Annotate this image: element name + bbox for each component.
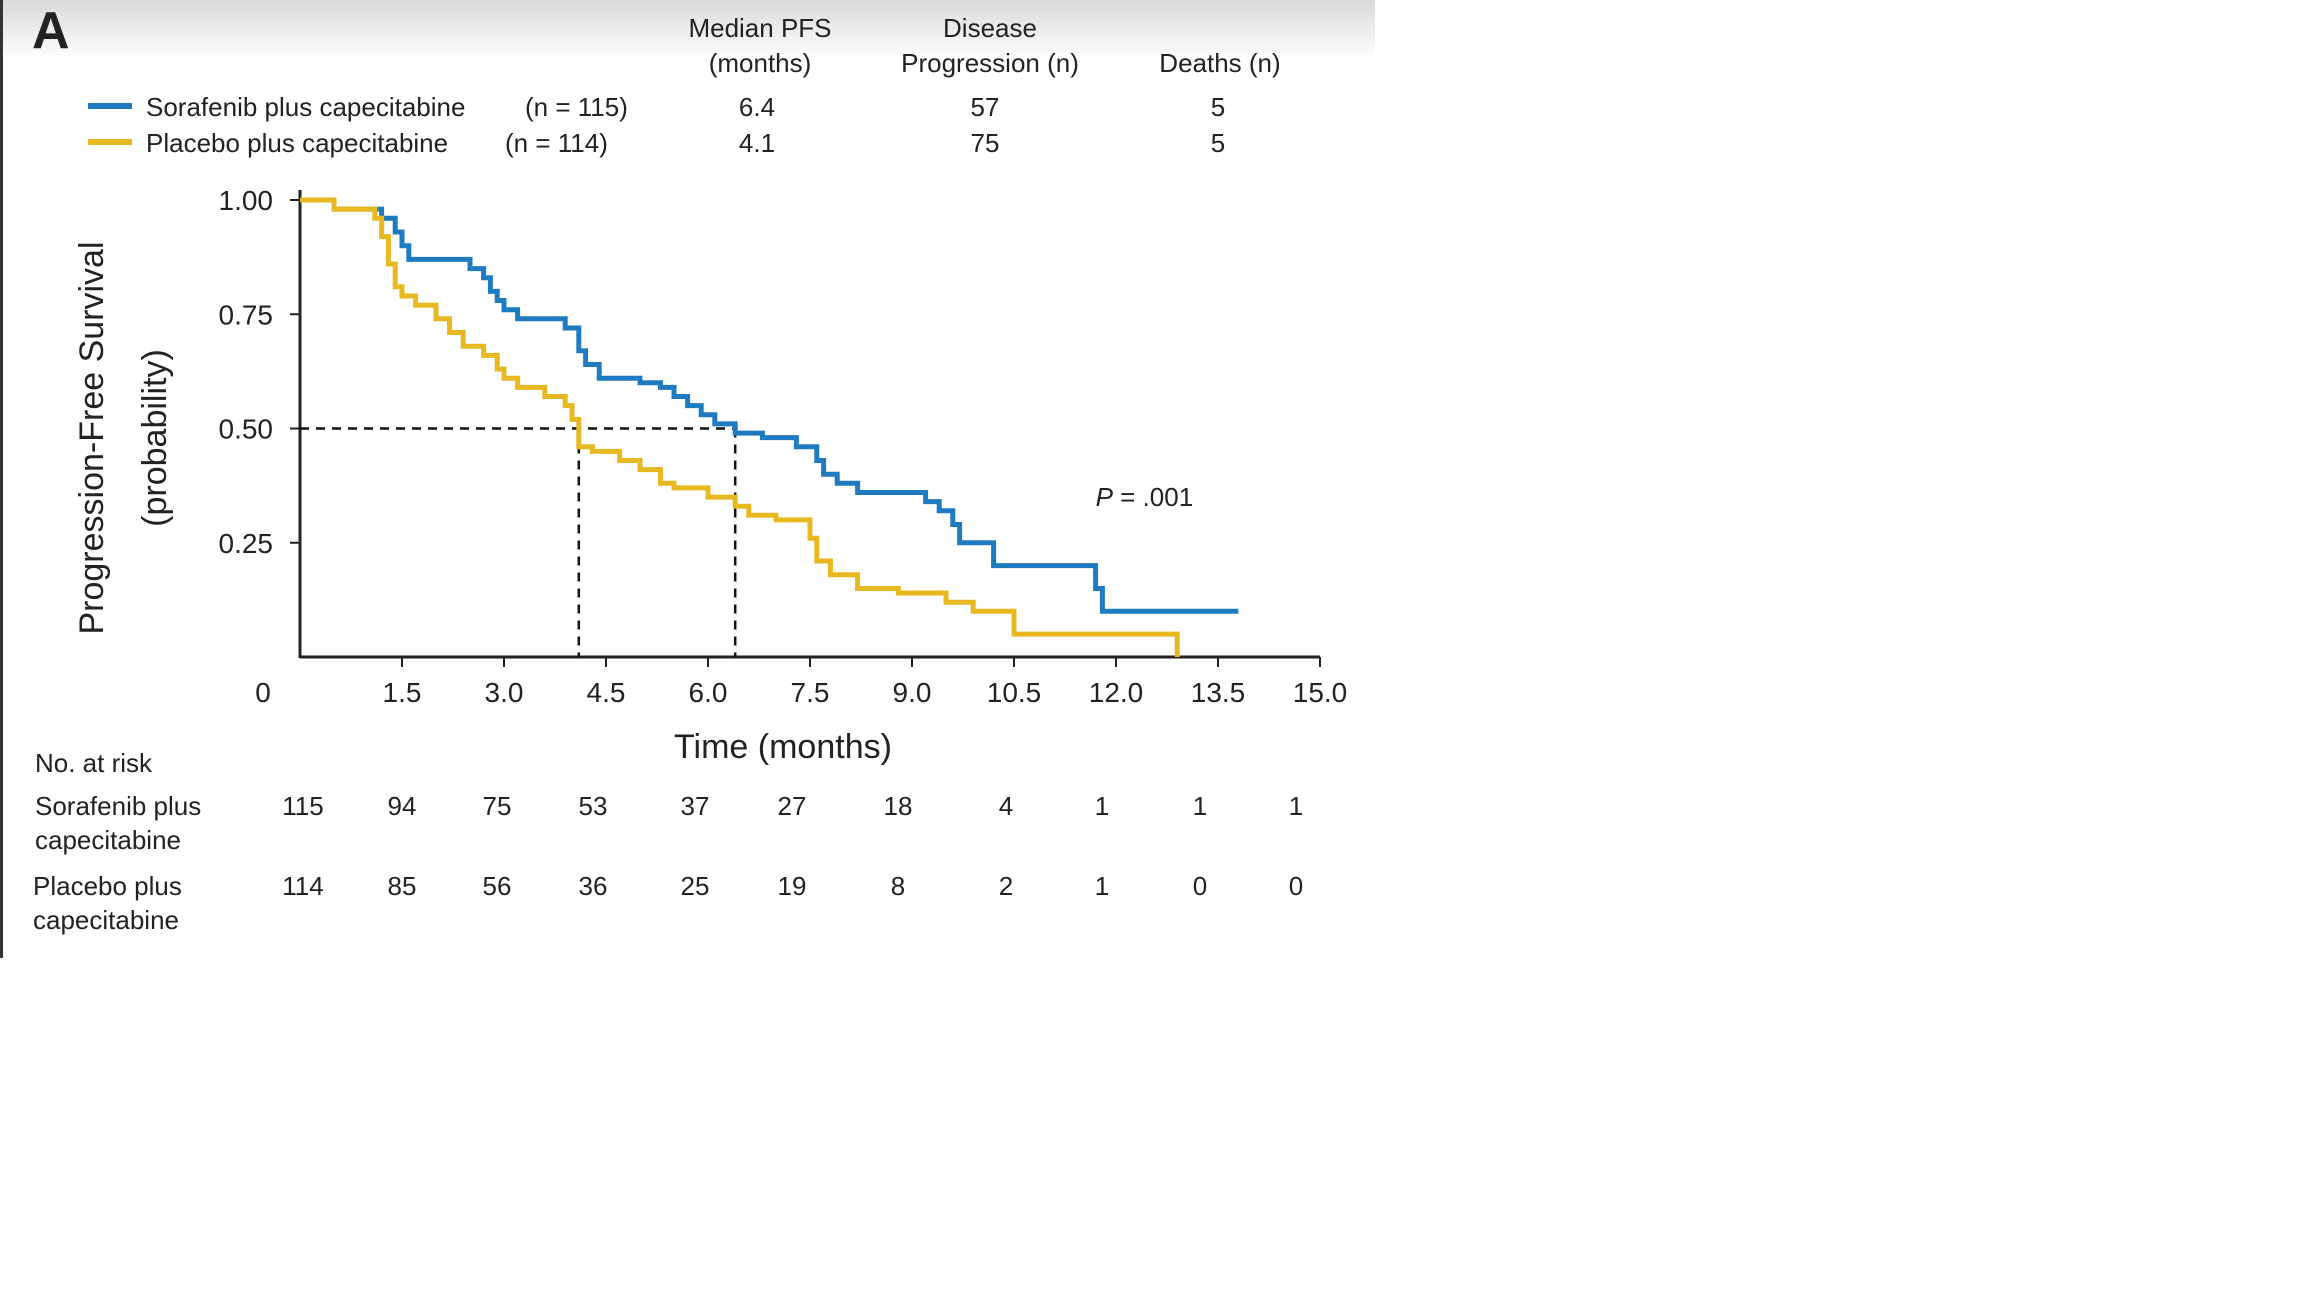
- cell-deaths-sorafenib: 5: [1211, 92, 1225, 122]
- legend-n-sorafenib: (n = 115): [525, 92, 628, 122]
- risk-value: 114: [282, 871, 323, 901]
- p-value-annotation: P = .001: [1096, 482, 1194, 512]
- risk-values: 115 94 75 53 37 27 18 4 1 1 1 114 85 56 36 25 19 8 2 1 0 0: [282, 791, 1303, 901]
- col-header-progression-1: Disease: [943, 13, 1037, 43]
- y-axis-title-line2: (probability): [136, 349, 174, 527]
- x-tick-label: 3.0: [485, 677, 524, 708]
- x-tick-label: 15.0: [1293, 677, 1348, 708]
- cell-median-sorafenib: 6.4: [739, 92, 775, 122]
- left-border: [0, 0, 3, 958]
- legend-n-placebo: (n = 114): [505, 128, 608, 158]
- km-curve-sorafenib: [300, 197, 1239, 614]
- risk-value: 27: [778, 791, 807, 821]
- risk-value: 8: [891, 871, 905, 901]
- x-axis-title: Time (months): [674, 728, 892, 766]
- risk-value: 37: [681, 791, 710, 821]
- risk-value: 4: [999, 791, 1013, 821]
- risk-row-label-sorafenib-1: Sorafenib plus: [35, 791, 201, 821]
- risk-value: 1: [1095, 871, 1109, 901]
- risk-value: 115: [282, 791, 323, 821]
- cell-progression-sorafenib: 57: [971, 92, 1000, 122]
- x-tick-label: 0: [255, 677, 271, 708]
- risk-value: 56: [483, 871, 512, 901]
- risk-value: 2: [999, 871, 1013, 901]
- y-axis-title-line1: Progression-Free Survival: [73, 241, 111, 634]
- legend-label-sorafenib: Sorafenib plus capecitabine: [146, 92, 465, 122]
- x-tick-label: 10.5: [987, 677, 1042, 708]
- risk-row-label-sorafenib-2: capecitabine: [35, 825, 181, 855]
- risk-row-label-placebo-2: capecitabine: [33, 905, 179, 935]
- risk-value: 53: [579, 791, 608, 821]
- x-tick-label: 1.5: [383, 677, 422, 708]
- risk-value: 75: [483, 791, 512, 821]
- cell-median-placebo: 4.1: [739, 128, 775, 158]
- risk-value: 19: [778, 871, 807, 901]
- risk-value: 94: [388, 791, 417, 821]
- km-curve-placebo: [300, 197, 1180, 657]
- plot-area: 0 1.5 3.0 4.5 6.0 7.5 9.0 10.5 12.0 13.5 15.0 1.00 0…: [219, 185, 1348, 708]
- risk-row-label-placebo-1: Placebo plus: [33, 871, 182, 901]
- y-tick-label: 0.75: [219, 299, 274, 330]
- col-header-median-pfs-1: Median PFS: [688, 13, 831, 43]
- y-axis-title: Progression-Free Survival (probability): [73, 241, 174, 634]
- y-tick-label: 1.00: [219, 185, 274, 216]
- x-tick-label: 4.5: [587, 677, 626, 708]
- risk-value: 25: [681, 871, 710, 901]
- cell-progression-placebo: 75: [971, 128, 1000, 158]
- risk-value: 1: [1095, 791, 1109, 821]
- header-band: [0, 0, 1375, 60]
- risk-value: 1: [1289, 791, 1303, 821]
- x-tick-label: 12.0: [1089, 677, 1144, 708]
- x-tick-label: 13.5: [1191, 677, 1246, 708]
- col-header-median-pfs-2: (months): [709, 48, 812, 78]
- risk-value: 85: [388, 871, 417, 901]
- risk-value: 36: [579, 871, 608, 901]
- risk-value: 1: [1193, 791, 1207, 821]
- col-header-progression-2: Progression (n): [901, 48, 1079, 78]
- y-tick-label: 0.25: [219, 528, 274, 559]
- legend-label-placebo: Placebo plus capecitabine: [146, 128, 448, 158]
- risk-value: 0: [1289, 871, 1303, 901]
- risk-value: 18: [884, 791, 913, 821]
- risk-value: 0: [1193, 871, 1207, 901]
- panel-label: A: [32, 2, 70, 60]
- x-tick-label: 6.0: [689, 677, 728, 708]
- cell-deaths-placebo: 5: [1211, 128, 1225, 158]
- x-tick-label: 7.5: [791, 677, 830, 708]
- x-tick-label: 9.0: [893, 677, 932, 708]
- risk-table-title: No. at risk: [35, 748, 153, 778]
- col-header-deaths: Deaths (n): [1159, 48, 1280, 78]
- y-tick-label: 0.50: [219, 414, 274, 445]
